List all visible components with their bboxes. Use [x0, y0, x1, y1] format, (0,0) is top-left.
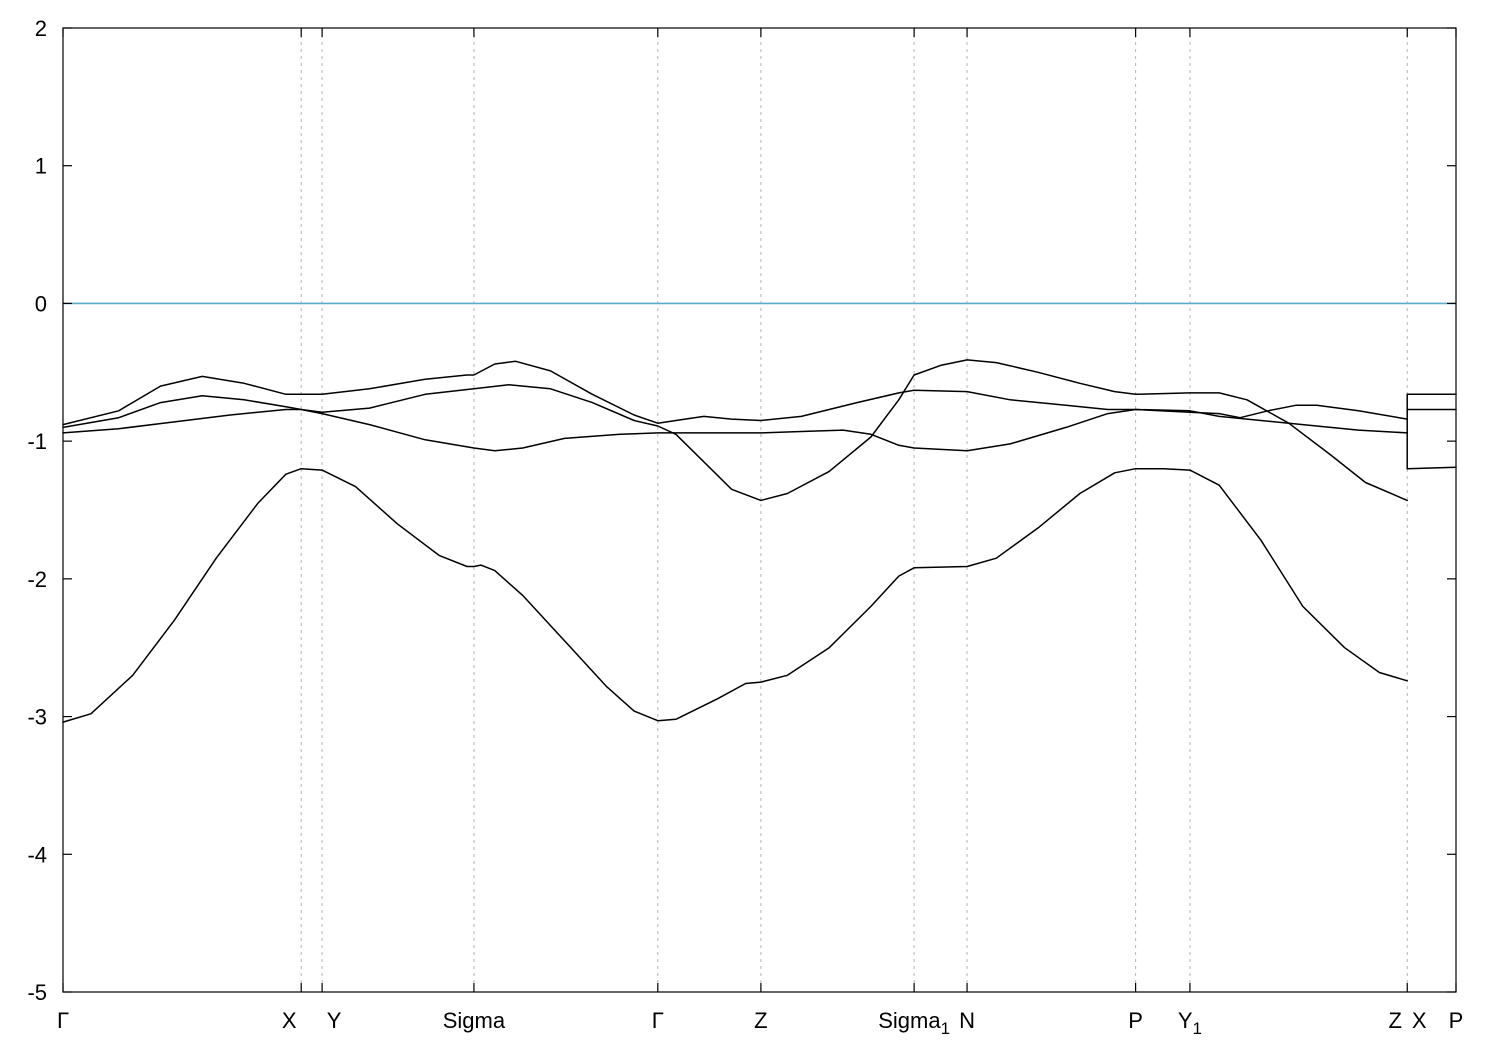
x-tick-label: X — [282, 1008, 297, 1033]
gridlines — [300, 28, 1408, 992]
x-tick-label: Sigma1 — [878, 1008, 950, 1038]
x-tick-label: N — [959, 1008, 975, 1033]
band-1-line — [1406, 466, 1457, 470]
band-3-line — [62, 360, 1408, 426]
band-curves — [62, 359, 1457, 723]
y-tick-label: 0 — [35, 291, 47, 316]
x-tick-label: Y — [327, 1008, 342, 1033]
x-tick-label: Z — [1389, 1008, 1402, 1033]
y-axis-ticks: 2 1 0 -1 -2 -3 -4 -5 — [27, 16, 1456, 1005]
x-tick-label: P — [1449, 1008, 1464, 1033]
band-1-line — [62, 467, 1408, 723]
x-axis-ticks: Γ X Y Sigma Γ Z Sigma1 N P Y1 Z X P — [57, 28, 1463, 1038]
y-tick-label: 1 — [35, 154, 47, 179]
y-tick-label: -3 — [27, 705, 47, 730]
y-tick-label: -5 — [27, 980, 47, 1005]
x-tick-label: P — [1128, 1008, 1143, 1033]
y-tick-label: -1 — [27, 429, 47, 454]
y-tick-label: -4 — [27, 842, 47, 867]
y-tick-label: -2 — [27, 567, 47, 592]
x-tick-label: Sigma — [443, 1008, 506, 1033]
band-4-line — [62, 359, 1408, 502]
x-tick-label: Z — [754, 1008, 767, 1033]
x-tick-label: Y1 — [1178, 1008, 1202, 1038]
band-2-line — [62, 394, 1408, 452]
x-tick-label: Γ — [57, 1008, 69, 1033]
plot-frame — [62, 27, 1457, 993]
y-tick-label: 2 — [35, 16, 47, 41]
x-tick-label: X — [1412, 1008, 1427, 1033]
x-tick-label: Γ — [652, 1008, 664, 1033]
